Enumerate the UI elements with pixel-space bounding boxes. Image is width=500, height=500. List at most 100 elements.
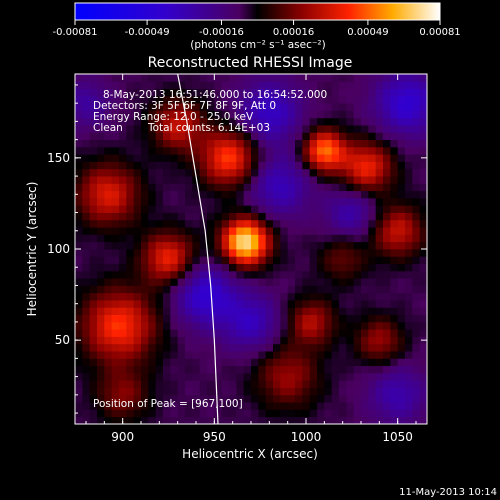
heatmap-cell bbox=[346, 88, 355, 97]
heatmap-cell bbox=[82, 321, 91, 330]
heatmap-cell bbox=[82, 88, 91, 97]
heatmap-cell bbox=[163, 321, 171, 330]
heatmap-cell bbox=[368, 154, 377, 162]
heatmap-cell bbox=[192, 270, 201, 279]
heatmap-cell bbox=[89, 365, 98, 374]
heatmap-cell bbox=[111, 168, 120, 177]
heatmap-cell bbox=[163, 336, 171, 345]
heatmap-cell bbox=[302, 234, 311, 243]
heatmap-cell bbox=[295, 81, 303, 89]
heatmap-cell bbox=[126, 336, 135, 345]
heatmap-cell bbox=[119, 146, 127, 155]
heatmap-cell bbox=[339, 132, 347, 141]
heatmap-cell bbox=[207, 212, 215, 221]
heatmap-cell bbox=[405, 190, 413, 199]
heatmap-cell bbox=[287, 329, 296, 337]
heatmap-cell bbox=[236, 168, 245, 177]
heatmap-cell bbox=[317, 146, 325, 155]
heatmap-cell bbox=[265, 394, 274, 403]
heatmap-cell bbox=[185, 380, 193, 388]
heatmap-cell bbox=[273, 183, 281, 192]
heatmap-cell bbox=[148, 336, 157, 345]
heatmap-cell bbox=[207, 117, 215, 126]
heatmap-cell bbox=[390, 387, 399, 396]
heatmap-cell bbox=[148, 394, 157, 403]
heatmap-cell bbox=[111, 176, 120, 184]
heatmap-cell bbox=[361, 402, 369, 410]
heatmap-cell bbox=[163, 81, 171, 89]
heatmap-cell bbox=[221, 168, 230, 177]
heatmap-cell bbox=[375, 176, 384, 184]
heatmap-cell bbox=[148, 307, 157, 316]
heatmap-cell bbox=[207, 270, 215, 279]
heatmap-cell bbox=[199, 183, 208, 192]
heatmap-cell bbox=[273, 300, 281, 308]
heatmap-cell bbox=[97, 300, 105, 308]
heatmap-cell bbox=[331, 278, 340, 286]
heatmap-cell bbox=[258, 314, 267, 323]
heatmap-cell bbox=[309, 336, 318, 345]
heatmap-cell bbox=[75, 161, 83, 170]
heatmap-cell bbox=[97, 81, 105, 89]
heatmap-cell bbox=[251, 343, 259, 352]
heatmap-cell bbox=[192, 146, 201, 155]
heatmap-cell bbox=[133, 300, 142, 308]
heatmap-cell bbox=[133, 125, 142, 133]
heatmap-cell bbox=[236, 358, 245, 367]
heatmap-cell bbox=[119, 351, 127, 359]
heatmap-cell bbox=[177, 343, 186, 352]
heatmap-cell bbox=[361, 416, 369, 424]
heatmap-cell bbox=[82, 358, 91, 367]
heatmap-cell bbox=[339, 321, 347, 330]
heatmap-cell bbox=[141, 285, 149, 294]
heatmap-cell bbox=[163, 88, 171, 97]
heatmap-cell bbox=[390, 329, 399, 337]
heatmap-cell bbox=[251, 402, 259, 410]
heatmap-cell bbox=[236, 125, 245, 133]
heatmap-cell bbox=[412, 256, 421, 264]
heatmap-cell bbox=[111, 256, 120, 264]
heatmap-cell bbox=[375, 146, 384, 155]
heatmap-cell bbox=[339, 168, 347, 177]
heatmap-cell bbox=[89, 300, 98, 308]
heatmap-cell bbox=[287, 409, 296, 418]
heatmap-cell bbox=[126, 256, 135, 264]
heatmap-cell bbox=[243, 300, 252, 308]
heatmap-cell bbox=[163, 270, 171, 279]
heatmap-cell bbox=[280, 394, 289, 403]
heatmap-cell bbox=[383, 358, 391, 367]
heatmap-cell bbox=[302, 88, 311, 97]
heatmap-cell bbox=[419, 321, 427, 330]
heatmap-cell bbox=[397, 358, 406, 367]
heatmap-cell bbox=[258, 307, 267, 316]
heatmap-cell bbox=[419, 387, 427, 396]
heatmap-cell bbox=[243, 263, 252, 272]
heatmap-cell bbox=[192, 409, 201, 418]
heatmap-cell bbox=[251, 321, 259, 330]
heatmap-cell bbox=[89, 205, 98, 213]
heatmap-cell bbox=[251, 125, 259, 133]
heatmap-cell bbox=[82, 409, 91, 418]
heatmap-cell bbox=[214, 88, 223, 97]
heatmap-cell bbox=[133, 307, 142, 316]
heatmap-cell bbox=[324, 278, 333, 286]
heatmap-cell bbox=[375, 285, 384, 294]
heatmap-cell bbox=[229, 343, 237, 352]
heatmap-cell bbox=[258, 256, 267, 264]
heatmap-cell bbox=[317, 205, 325, 213]
heatmap-cell bbox=[339, 139, 347, 148]
heatmap-cell bbox=[119, 300, 127, 308]
heatmap-cell bbox=[287, 176, 296, 184]
heatmap-cell bbox=[126, 365, 135, 374]
heatmap-cell bbox=[339, 249, 347, 257]
heatmap-cell bbox=[419, 103, 427, 111]
heatmap-cell bbox=[199, 110, 208, 119]
heatmap-cell bbox=[317, 380, 325, 388]
heatmap-cell bbox=[280, 219, 289, 228]
heatmap-cell bbox=[221, 416, 230, 424]
heatmap-cell bbox=[287, 81, 296, 89]
heatmap-cell bbox=[221, 278, 230, 286]
heatmap-cell bbox=[419, 409, 427, 418]
heatmap-cell bbox=[133, 168, 142, 177]
heatmap-cell bbox=[170, 95, 179, 104]
